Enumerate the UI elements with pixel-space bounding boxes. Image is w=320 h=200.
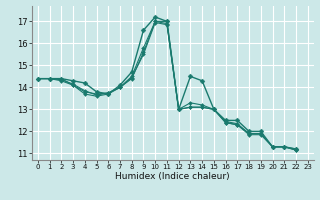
X-axis label: Humidex (Indice chaleur): Humidex (Indice chaleur)	[116, 172, 230, 181]
